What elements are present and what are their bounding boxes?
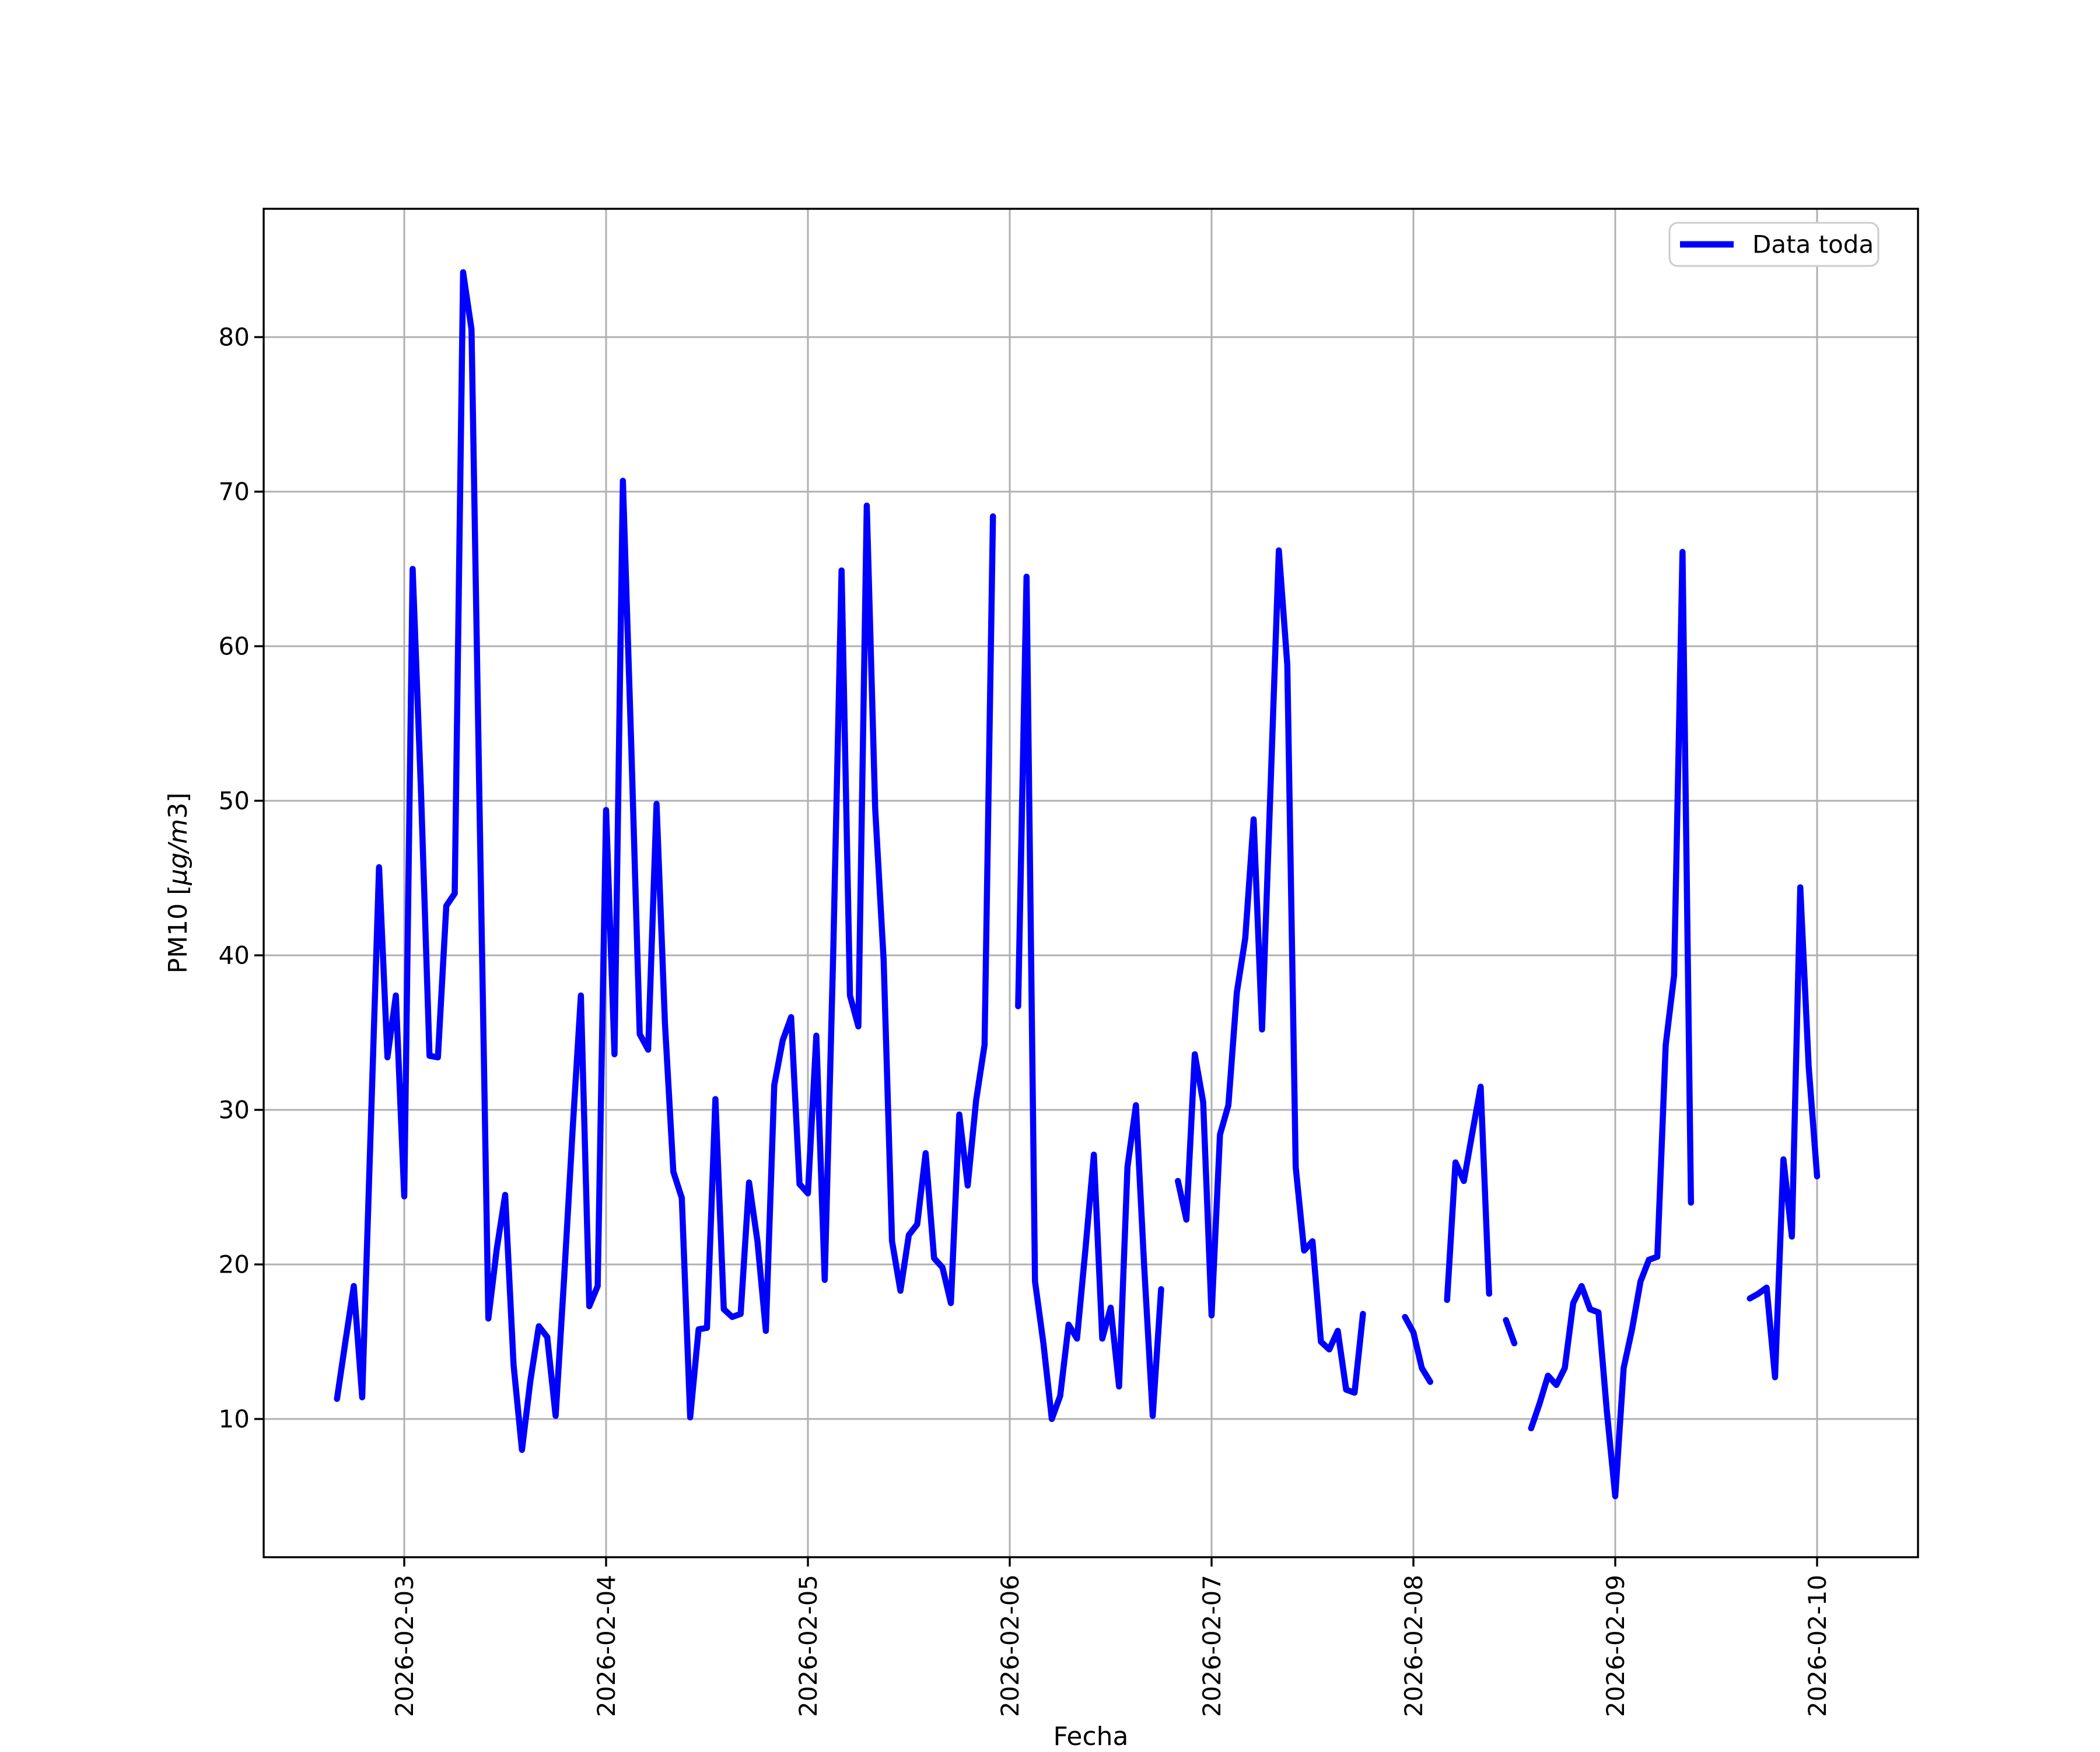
x-tick-label: 2026-02-09: [1601, 1575, 1630, 1717]
x-tick-label: 2026-02-05: [794, 1575, 822, 1717]
x-axis-label: Fecha: [1053, 1722, 1128, 1750]
x-tick-labels: 2026-02-03 2026-02-04 2026-02-05 2026-02-06…: [390, 1575, 1832, 1717]
data-series-line: [334, 269, 1821, 1499]
y-tick-label: 20: [219, 1250, 250, 1278]
y-tick-label: 80: [219, 323, 250, 351]
y-tick-label: 30: [219, 1095, 250, 1124]
x-tick-label: 2026-02-10: [1803, 1575, 1832, 1717]
y-axis-label-prefix: PM10 [: [163, 885, 193, 974]
y-tick-labels: 10 20 30 40 50 60 70 80: [219, 323, 250, 1433]
y-tick-label: 10: [219, 1404, 250, 1433]
legend-label: Data toda: [1752, 230, 1874, 259]
x-tick-label: 2026-02-06: [996, 1575, 1024, 1717]
pm10-series-path: [334, 269, 1821, 1499]
y-tick-label: 60: [219, 632, 250, 660]
x-tick-label: 2026-02-08: [1399, 1575, 1428, 1717]
y-tick-label: 50: [219, 786, 250, 815]
x-tick-label: 2026-02-03: [390, 1575, 419, 1717]
plot-border: [262, 208, 1919, 1558]
y-axis-label-suffix: 3]: [163, 793, 193, 819]
legend-box: [1668, 222, 1880, 267]
y-tick-label: 40: [219, 941, 250, 969]
y-axis-label-math: µg/m: [163, 819, 193, 886]
gridlines: [264, 209, 1918, 1557]
x-tick-label: 2026-02-07: [1198, 1575, 1226, 1717]
y-axis-label: PM10 [µg/m3]: [163, 793, 193, 973]
y-tick-label: 70: [219, 477, 250, 506]
legend: Data toda: [1668, 222, 1880, 267]
x-tick-label: 2026-02-04: [592, 1575, 621, 1717]
axis-ticks: [254, 336, 1818, 1567]
